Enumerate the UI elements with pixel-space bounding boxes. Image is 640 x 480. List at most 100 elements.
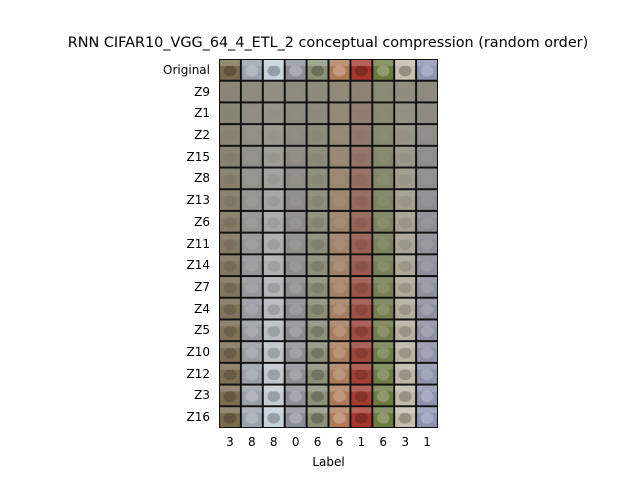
thumbnail-band [417,125,437,132]
thumbnail-z11-col-6 [351,233,372,254]
thumbnail-band [263,125,284,132]
thumbnail-z15-col-8 [395,146,416,167]
thumbnail-fill [263,168,284,189]
thumbnail-band [241,168,262,175]
thumbnail-band [307,103,328,110]
thumbnail-z1-col-6 [351,103,372,124]
thumbnail-z8-col-9 [417,168,437,189]
thumbnail-z2-col-0 [220,125,240,145]
thumbnail-band [417,255,437,262]
thumbnail-z4-col-2 [263,298,284,319]
x-tick-label: 6 [313,435,322,449]
thumbnail-z3-col-4 [307,385,328,406]
thumbnail-subject [376,195,390,207]
thumbnail-z1-col-1 [241,103,262,124]
thumbnail-subject [267,238,281,251]
thumbnail-band [220,103,240,110]
thumbnail-band [395,298,416,305]
thumbnail-subject [223,217,237,229]
thumbnail-band [307,146,328,153]
thumbnail-band [307,125,328,132]
thumbnail-z6-col-6 [351,211,372,232]
thumbnail-band [263,363,284,370]
thumbnail-subject [420,152,434,164]
thumbnail-z7-col-7 [373,277,394,297]
thumbnail-z10-col-2 [263,342,284,362]
thumbnail-z4-col-4 [307,298,328,319]
thumbnail-fill [220,125,240,145]
thumbnail-z11-col-5 [329,233,350,254]
thumbnail-band [285,385,306,392]
thumbnail-subject [398,347,412,359]
thumbnail-subject [223,65,237,77]
thumbnail-z8-col-8 [395,168,416,189]
thumbnail-band [241,211,262,218]
thumbnail-band [241,407,262,414]
row-label-z8: Z8 [194,171,210,186]
thumbnail-band [329,81,350,88]
thumbnail-subject [420,65,434,77]
thumbnail-band [307,255,328,262]
thumbnail-band [373,125,394,132]
thumbnail-z9-col-6 [351,81,372,102]
thumbnail-z7-col-2 [263,277,284,297]
thumbnail-subject [289,195,303,207]
thumbnail-subject [376,238,390,251]
thumbnail-fill [285,103,306,124]
thumbnail-z13-col-8 [395,190,416,210]
thumbnail-subject [333,65,346,77]
thumbnail-z11-col-4 [307,233,328,254]
thumbnail-band [220,233,240,240]
thumbnail-subject [245,369,259,381]
thumbnail-z11-col-8 [395,233,416,254]
thumbnail-z4-col-6 [351,298,372,319]
thumbnail-subject [333,369,346,381]
thumbnail-subject [267,260,281,272]
thumbnail-z15-col-7 [373,146,394,167]
thumbnail-subject [289,173,303,185]
thumbnail-subject [223,325,237,337]
thumbnail-band [220,407,240,414]
thumbnail-subject [267,152,281,164]
thumbnail-fill [329,103,350,124]
thumbnail-band [351,125,372,132]
thumbnail-subject [420,195,434,207]
thumbnail-subject [420,282,434,294]
thumbnail-z15-col-0 [220,146,240,167]
row-label-z14: Z14 [186,258,211,273]
thumbnail-z9-col-3 [285,81,306,102]
thumbnail-z2-col-9 [417,125,437,145]
thumbnail-fill [241,81,262,102]
thumbnail-subject [245,173,259,185]
thumbnail-band [241,255,262,262]
thumbnail-band [285,407,306,414]
thumbnail-z7-col-9 [417,277,437,297]
thumbnail-band [417,233,437,240]
thumbnail-z6-col-9 [417,211,437,232]
x-tick-label: 8 [248,435,256,449]
thumbnail-z2-col-4 [307,125,328,145]
thumbnail-band [220,277,240,283]
thumbnail-z15-col-2 [263,146,284,167]
thumbnail-band [285,81,306,88]
thumbnail-subject [376,390,390,402]
thumbnail-subject [311,282,324,294]
thumbnail-band [373,255,394,262]
thumbnail-subject [398,108,412,120]
thumbnail-z6-col-7 [373,211,394,232]
thumbnail-fill [263,125,284,145]
thumbnail-z1-col-9 [417,103,437,124]
thumbnail-band [241,146,262,153]
thumbnail-subject [354,390,368,402]
thumbnail-z5-col-5 [329,320,350,341]
thumbnail-subject [267,369,281,381]
thumbnail-band [373,385,394,392]
thumbnail-z16-col-0 [220,407,240,427]
thumbnail-subject [311,369,324,381]
thumbnail-band [417,320,437,327]
row-label-z5: Z5 [194,323,210,338]
thumbnail-subject [376,152,390,164]
thumbnail-band [351,277,372,283]
thumbnail-subject [267,87,281,99]
